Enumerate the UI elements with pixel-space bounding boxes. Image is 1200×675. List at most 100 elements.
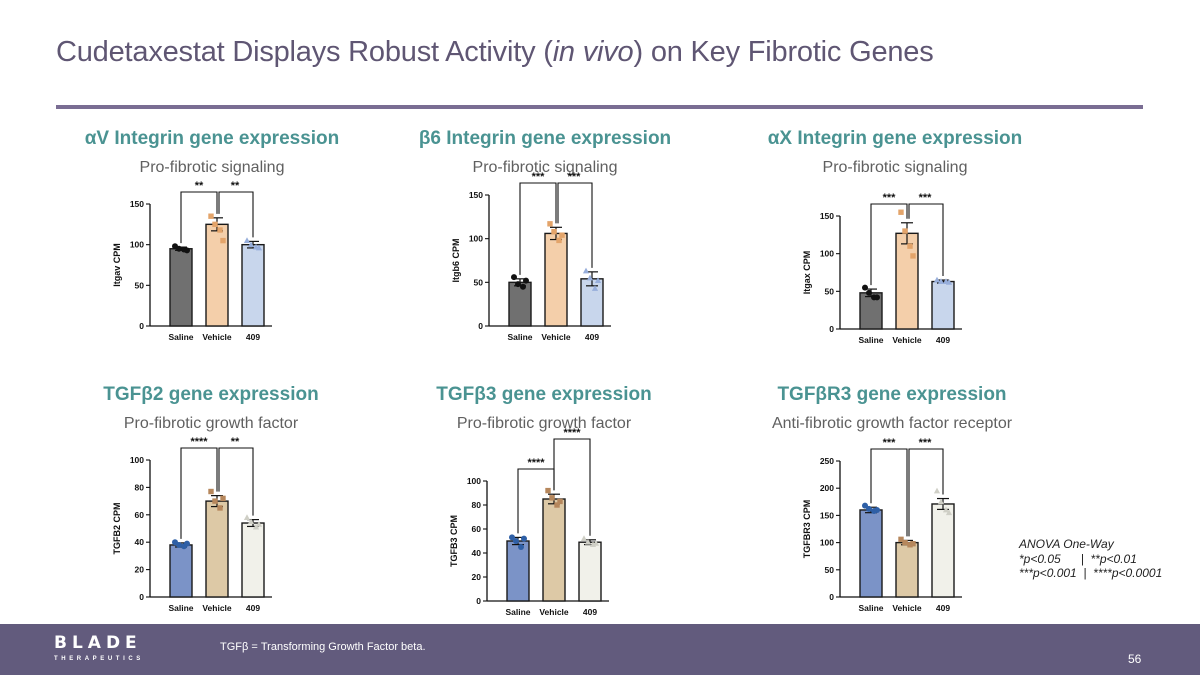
panel-subtitle: Pro-fibrotic growth factor [456,415,632,432]
data-point [545,487,551,494]
significance-bracket [519,182,557,275]
legend-line: ***p<0.001 | ****p<0.0001 [1019,566,1163,580]
title-text-start: Cudetaxestat Displays Robust Activity ( [56,36,553,68]
significance-label: *** [919,192,933,204]
y-tick-label: 0 [478,321,483,331]
significance-bracket [870,203,908,286]
data-point [184,540,190,547]
y-tick-label: 20 [135,565,145,575]
x-tick-label: Vehicle [202,603,232,613]
significance-bracket [553,438,591,536]
x-tick-label: 409 [585,332,599,342]
y-tick-label: 100 [820,249,834,259]
panel-itgax: αX Integrin gene expression Pro-fibrotic… [730,128,1060,177]
bar [241,243,265,327]
y-axis-label: TGFB3 CPM [449,515,459,567]
data-point [247,518,255,525]
y-tick-label: 150 [469,190,483,200]
data-point [549,495,555,501]
significance-bracket [870,448,908,537]
x-tick-label: 409 [246,603,260,613]
chart-tgfbr3: 0 50 100 150 200 250 TGFBR3 CPM Saline Vehicle 40… [802,437,962,613]
title-divider [56,105,1143,109]
data-point [511,274,517,281]
y-tick-label: 0 [829,592,834,602]
data-point [874,506,880,513]
brand-name: BLADE [54,633,142,653]
data-point [584,538,592,545]
panel-title: αV Integrin gene expression [84,128,340,149]
chart-itgb6: 0 50 100 150 Itgb6 CPM Saline Vehicle 409 *** *** [451,171,611,342]
significance-bracket [908,203,944,277]
data-point [557,498,563,505]
data-point [208,213,214,219]
bar [859,509,883,598]
panel-title: β6 Integrin gene expression [418,128,672,149]
x-tick-label: Saline [858,603,883,613]
bar [931,503,955,598]
data-point [937,498,945,505]
data-point [591,285,599,291]
data-point [580,535,588,541]
data-point [937,278,945,284]
bar [895,232,919,330]
data-point [942,506,950,513]
data-point [902,539,908,546]
footnote: TGFβ = Transforming Growth Factor beta. [220,641,426,653]
y-tick-label: 40 [135,537,145,547]
bar [169,248,193,327]
bar [506,540,530,602]
significance-label: *** [568,171,582,183]
panel-subtitle: Pro-fibrotic signaling [472,159,618,176]
significance-label: **** [527,457,545,469]
y-tick-label: 80 [135,482,145,492]
significance-label: *** [883,192,897,204]
data-point [933,487,941,494]
panel-itgav: αV Integrin gene expression Pro-fibrotic… [47,128,377,177]
x-tick-label: Saline [168,603,193,613]
data-point [945,278,953,285]
y-tick-label: 60 [472,524,482,534]
y-tick-label: 50 [474,277,484,287]
panel-subtitle: Pro-fibrotic signaling [139,159,285,176]
data-point [515,281,521,288]
bar [205,500,229,598]
significance-label: *** [919,437,933,449]
data-point [217,505,223,511]
data-point [212,498,218,504]
y-tick-label: 100 [130,240,144,250]
data-point [554,502,560,508]
x-tick-label: Saline [168,332,193,342]
title-text-italic: in vivo [552,36,634,68]
y-tick-label: 40 [472,548,482,558]
data-point [509,534,515,541]
slide-title: Cudetaxestat Displays Robust Activity (i… [56,36,934,69]
data-point [220,495,226,502]
legend-line: *p<0.05 | **p<0.01 [1019,551,1137,566]
data-point [243,237,251,243]
panel-title: TGFβ2 gene expression [103,384,319,405]
significance-label: *** [883,437,897,449]
bar [895,541,919,598]
y-tick-label: 100 [469,234,483,244]
data-point [592,540,600,546]
x-tick-label: Vehicle [202,332,232,342]
bar [931,280,955,330]
data-point [898,209,904,215]
y-tick-label: 0 [139,592,144,602]
brand-logo: BLADE THERAPEUTICS [54,634,144,663]
data-point [243,514,251,520]
data-point [176,541,182,548]
significance-bracket [218,191,254,238]
bar [578,541,602,602]
data-point [547,221,553,227]
data-point [898,536,904,543]
data-point [910,540,916,547]
x-tick-label: Saline [858,335,883,345]
data-point [217,227,223,233]
data-point [594,277,602,283]
title-text-end: ) on Key Fibrotic Genes [633,36,934,68]
data-point [866,505,872,512]
y-tick-label: 80 [472,500,482,510]
